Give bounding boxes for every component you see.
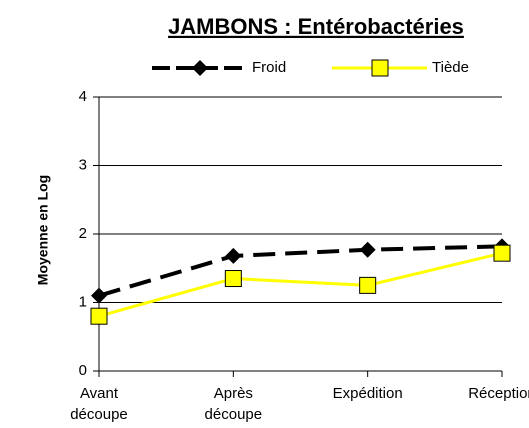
series-line — [98, 251, 503, 318]
data-point — [90, 307, 108, 325]
series-line — [98, 244, 503, 298]
x-tick-label: Après découpe — [205, 385, 263, 423]
y-tick-label: 2 — [79, 225, 87, 242]
data-point — [359, 276, 377, 294]
legend-marker — [192, 60, 208, 76]
x-tick-label: Expédition — [333, 385, 403, 402]
y-tick-label: 0 — [79, 362, 87, 379]
y-tick-label: 4 — [79, 88, 87, 105]
data-point — [91, 287, 107, 304]
data-point — [224, 270, 242, 288]
y-axis-label: Moyenne en Log — [35, 175, 51, 285]
legend-marker — [371, 59, 389, 77]
data-point — [359, 241, 376, 258]
x-tick-label: Réception — [468, 385, 529, 402]
chart-title: JAMBONS : Entérobactéries — [168, 14, 464, 39]
data-point — [493, 244, 511, 262]
data-point — [225, 247, 242, 264]
legend-label: Froid — [252, 59, 286, 76]
y-tick-label: 1 — [79, 293, 87, 310]
y-tick-label: 3 — [79, 156, 87, 173]
legend-label: Tiède — [432, 59, 469, 76]
x-tick-label: Avant découpe — [70, 385, 128, 423]
